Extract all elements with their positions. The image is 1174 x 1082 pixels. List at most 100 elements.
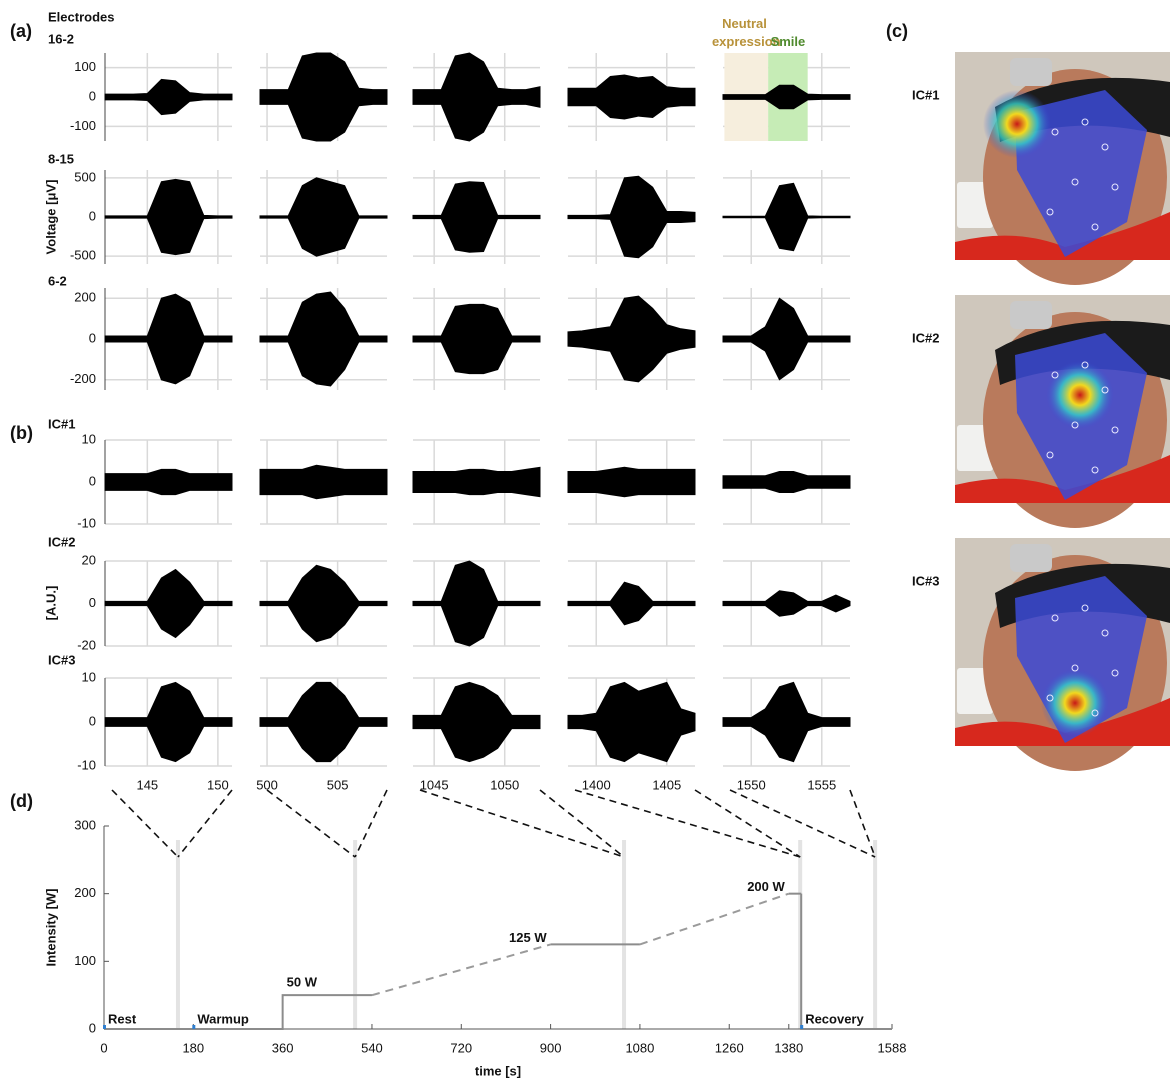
y-tick-label: 100 (74, 953, 96, 968)
activation-hotspot (1046, 361, 1114, 429)
signal-envelope (104, 178, 233, 256)
y-tick-label: 200 (74, 885, 96, 900)
electrode (1081, 118, 1089, 126)
y-axis-label: Intensity [W] (43, 889, 58, 967)
zoom-connector (574, 789, 801, 858)
signal-envelope (412, 466, 541, 498)
x-tick-label: 1400 (582, 777, 611, 792)
y-axis-label: [A.U.] (43, 586, 58, 621)
signal-envelope (722, 297, 851, 381)
x-tick-label: 145 (136, 777, 158, 792)
x-tick-label: 1080 (625, 1040, 654, 1055)
zoom-connector (266, 789, 356, 858)
activation-hotspot (1041, 669, 1109, 737)
zoom-connector (354, 789, 388, 858)
signal-envelope (259, 177, 388, 257)
power-line (371, 943, 551, 997)
signal-envelope (567, 175, 696, 259)
y-tick-label: -100 (70, 118, 96, 133)
panel-label: (b) (10, 423, 33, 443)
row-label: IC#2 (48, 534, 75, 549)
activation-hotspot (983, 90, 1051, 158)
zoom-connector (694, 789, 801, 858)
face-image (955, 538, 1170, 771)
shaded-label-line: expression (712, 34, 781, 49)
panel-label: (a) (10, 21, 32, 41)
x-tick-label: 1045 (420, 777, 449, 792)
phase-marker (800, 1025, 804, 1029)
electrode (1111, 669, 1119, 677)
y-tick-label: 100 (74, 59, 96, 74)
signal-envelope (567, 74, 696, 120)
phase-label: Recovery (805, 1011, 864, 1026)
face-image (955, 295, 1170, 528)
y-tick-label: 0 (89, 208, 96, 223)
signal-envelope (104, 78, 233, 116)
signal-envelope (104, 468, 233, 496)
electrode (1101, 143, 1109, 151)
signal-envelope (567, 466, 696, 498)
image-label: IC#1 (912, 87, 939, 102)
signal-envelope (722, 590, 851, 617)
x-tick-label: 505 (327, 777, 349, 792)
y-tick-label: -10 (77, 757, 96, 772)
signal-envelope (722, 471, 851, 493)
x-tick-label: 180 (182, 1040, 204, 1055)
row-label: 6-2 (48, 273, 67, 288)
sensor-box (1010, 301, 1052, 329)
row-label: 8-15 (48, 151, 74, 166)
zoom-connector (177, 789, 233, 858)
shaded-label: Smile (771, 34, 806, 49)
y-tick-label: 200 (74, 290, 96, 305)
signal-envelope (722, 84, 851, 110)
sensor-box (1010, 544, 1052, 572)
electrode (1091, 223, 1099, 231)
x-tick-label: 1405 (652, 777, 681, 792)
y-tick-label: 0 (89, 473, 96, 488)
electrode (1046, 208, 1054, 216)
electrode (1046, 451, 1054, 459)
signal-envelope (412, 52, 541, 142)
x-tick-label: 900 (540, 1040, 562, 1055)
signal-envelope (259, 464, 388, 500)
signal-envelope (567, 581, 696, 626)
zoom-connector (111, 789, 179, 858)
x-tick-label: 1260 (715, 1040, 744, 1055)
y-tick-label: 0 (89, 595, 96, 610)
phase-marker (192, 1025, 196, 1029)
shirt (955, 698, 1170, 746)
phase-label: Warmup (197, 1011, 249, 1026)
y-tick-label: 10 (82, 669, 96, 684)
signal-envelope (722, 182, 851, 252)
panel-title: Electrodes (48, 9, 114, 24)
wall-socket (957, 182, 993, 228)
y-tick-label: 500 (74, 169, 96, 184)
wall-socket (957, 425, 993, 471)
y-tick-label: 300 (74, 817, 96, 832)
signal-envelope (412, 681, 541, 763)
image-label: IC#3 (912, 573, 939, 588)
power-label: 50 W (287, 975, 318, 990)
electrode (1081, 604, 1089, 612)
electrode (1051, 371, 1059, 379)
shirt (955, 212, 1170, 260)
electrode (1111, 183, 1119, 191)
zoom-connector (539, 789, 625, 858)
shaded-label-line: Neutral (722, 16, 770, 31)
x-tick-label: 1588 (878, 1040, 907, 1055)
signal-envelope (567, 295, 696, 383)
power-line (800, 893, 892, 1030)
row-label: IC#3 (48, 652, 75, 667)
y-tick-label: 0 (89, 1020, 96, 1035)
power-line (639, 892, 790, 946)
x-axis-label: time [s] (475, 1063, 521, 1078)
signal-envelope (104, 568, 233, 639)
wall-socket (957, 668, 993, 714)
electrode (1046, 694, 1054, 702)
zoom-connector (419, 789, 625, 858)
x-tick-label: 720 (450, 1040, 472, 1055)
shaded-label-line: Smile (771, 34, 806, 49)
electrode (1091, 466, 1099, 474)
x-tick-label: 0 (100, 1040, 107, 1055)
power-label: 200 W (747, 879, 785, 894)
